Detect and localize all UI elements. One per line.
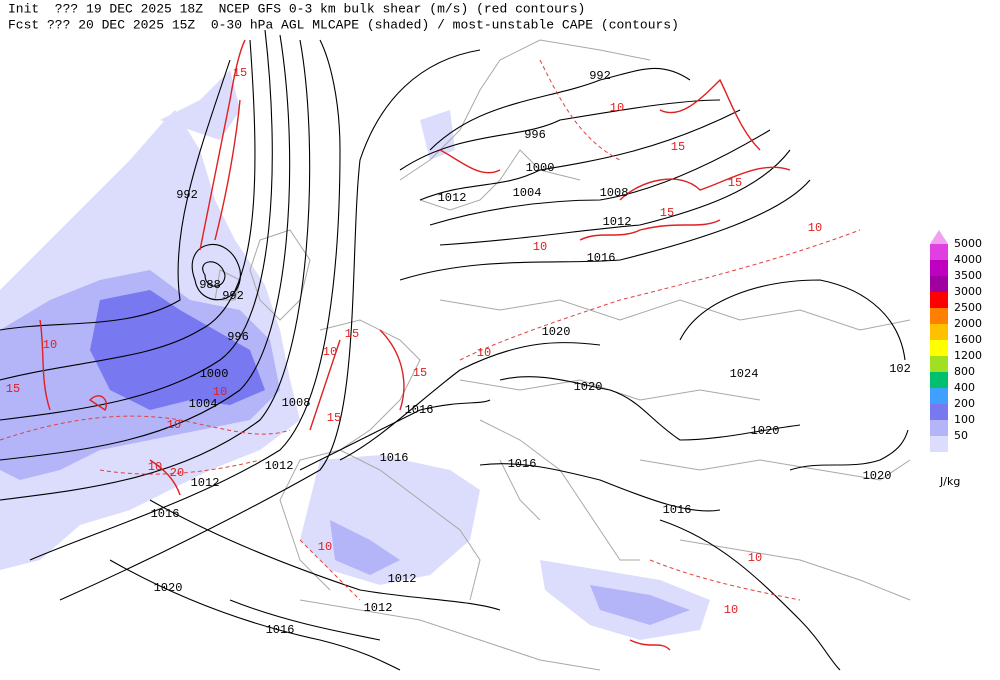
legend: 5000 4000 3500 3000 2500 2000 1600 1200 800 400 20… [930,230,982,452]
shear-label: 10 [808,221,822,235]
legend-label: 100 [954,413,975,426]
isobar-label: 1012 [265,459,294,473]
legend-label: 50 [954,429,968,442]
legend-swatch [930,404,948,420]
shear-label: 15 [233,66,247,80]
isobar-label: 992 [222,289,244,303]
coastlines [214,39,911,671]
isobar-label: 1012 [388,572,417,586]
legend-label: 400 [954,381,975,394]
isobar-label: 1016 [151,507,180,521]
shear-label: 15 [660,206,674,220]
legend-label: 3500 [954,269,982,282]
isobar-label: 1020 [542,325,571,339]
legend-swatch [930,388,948,404]
shear-label: 15 [671,140,685,154]
isobar-label: 996 [524,128,546,142]
legend-swatch [930,356,948,372]
isobar-label: 1020 [154,581,183,595]
shear-label: 10 [477,346,491,360]
isobar-label: 1000 [200,367,229,381]
shear-label: 15 [728,176,742,190]
isobar-label: 1012 [364,601,393,615]
legend-swatch [930,324,948,340]
legend-label: 800 [954,365,975,378]
shear-label: 15 [327,411,341,425]
legend-label: 2000 [954,317,982,330]
header-line-1: Init ??? 19 DEC 2025 18Z NCEP GFS 0-3 km… [8,1,585,16]
isobar-label: 992 [589,69,611,83]
isobar-label: 1020 [751,424,780,438]
legend-label: 3000 [954,285,982,298]
isobar-label: 1016 [266,623,295,637]
isobar-label: 1000 [526,161,555,175]
isobar-label: 1012 [191,476,220,490]
isobar-label: 1016 [380,451,409,465]
legend-label: 1600 [954,333,982,346]
legend-unit: J/kg [939,475,960,488]
shear-label: 10 [610,101,624,115]
shear-label: 10 [318,540,332,554]
shear-label: 10 [213,385,227,399]
shear-label: 10 [533,240,547,254]
shear-label: 15 [413,366,427,380]
legend-label: 4000 [954,253,982,266]
shear-contours [39,39,791,651]
shear-contours-dashed [0,59,861,601]
legend-swatch [930,292,948,308]
legend-swatch [930,340,948,356]
shear-label: 10 [148,460,162,474]
shear-label: 10 [323,345,337,359]
shear-label: 10 [748,551,762,565]
isobar-label: 1012 [438,191,467,205]
shear-label: 10 [167,418,181,432]
isobar-label: 1020 [863,469,892,483]
legend-swatch [930,308,948,324]
isobar-label: 1016 [508,457,537,471]
isobar-label: 992 [176,188,198,202]
legend-label: 5000 [954,237,982,250]
legend-swatch [930,372,948,388]
isobar-label: 102 [889,362,911,376]
legend-swatch [930,436,948,452]
legend-label: 1200 [954,349,982,362]
isobar-label: 1008 [600,186,629,200]
isobar-label: 1020 [574,380,603,394]
legend-top-arrow [930,230,948,244]
legend-swatch [930,244,948,260]
isobar-label: 1016 [587,251,616,265]
isobar-label: 1016 [663,503,692,517]
isobar-label: 1012 [603,215,632,229]
header-line-2: Fcst ??? 20 DEC 2025 15Z 0-30 hPa AGL ML… [8,17,679,32]
legend-swatch [930,276,948,292]
isobar-label: 1024 [730,367,759,381]
cape-shading [0,70,710,640]
isobar-label: 1008 [282,396,311,410]
legend-label: 2500 [954,301,982,314]
isobar-label: 1016 [405,403,434,417]
legend-swatch [930,420,948,436]
isobar-label: 1004 [513,186,542,200]
shear-label: 10 [724,603,738,617]
shear-label: 15 [345,327,359,341]
shear-label: 10 [43,338,57,352]
isobars [0,29,909,671]
isobar-label: 988 [199,278,221,292]
legend-label: 200 [954,397,975,410]
legend-swatch [930,260,948,276]
shear-label: 15 [6,382,20,396]
isobar-label: 1004 [189,397,218,411]
shear-label: 20 [170,466,184,480]
isobar-label: 996 [227,330,249,344]
